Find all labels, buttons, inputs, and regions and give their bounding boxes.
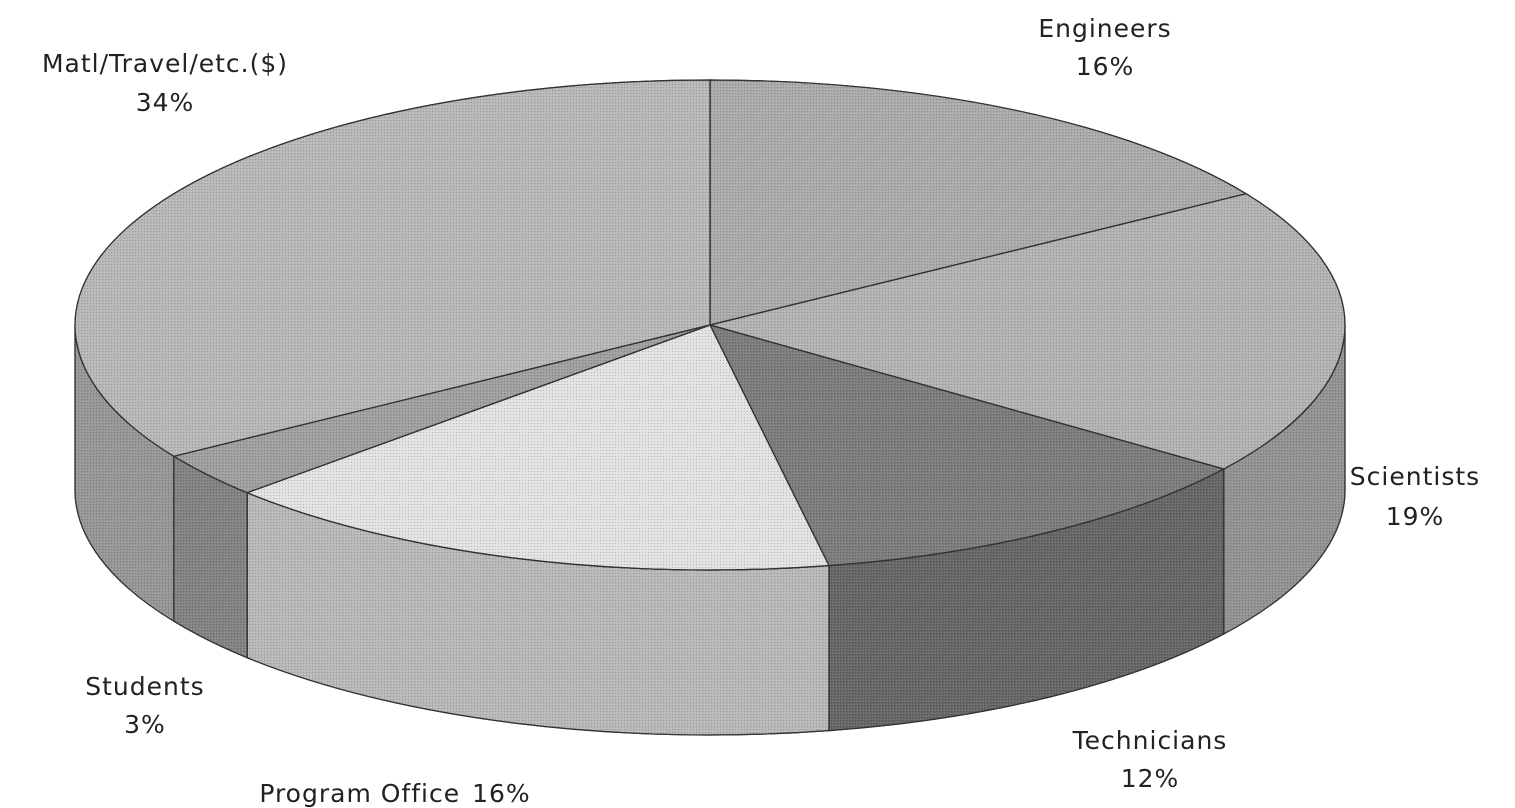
value-label: 3% bbox=[124, 710, 166, 739]
pie-slice-texture bbox=[245, 324, 830, 571]
pie-slice-texture bbox=[707, 193, 1346, 470]
value-label: 34% bbox=[136, 88, 195, 117]
value-label: 12% bbox=[1121, 764, 1180, 793]
slice-label: Program Office 16% bbox=[259, 779, 530, 808]
category-label: Engineers bbox=[1038, 14, 1171, 43]
category-label: Matl/Travel/etc.($) bbox=[42, 49, 288, 78]
value-label: 19% bbox=[1386, 502, 1445, 531]
category-label: Program Office bbox=[259, 779, 460, 808]
category-label: Scientists bbox=[1350, 462, 1480, 491]
value-label: 16% bbox=[1076, 52, 1135, 81]
pie-slice-texture bbox=[709, 79, 1248, 326]
category-label: Students bbox=[85, 672, 204, 701]
pie-slice-texture bbox=[708, 324, 1226, 567]
pie-slice-texture bbox=[74, 79, 711, 457]
value-label: 16% bbox=[472, 779, 531, 808]
category-label: Technicians bbox=[1072, 726, 1228, 755]
